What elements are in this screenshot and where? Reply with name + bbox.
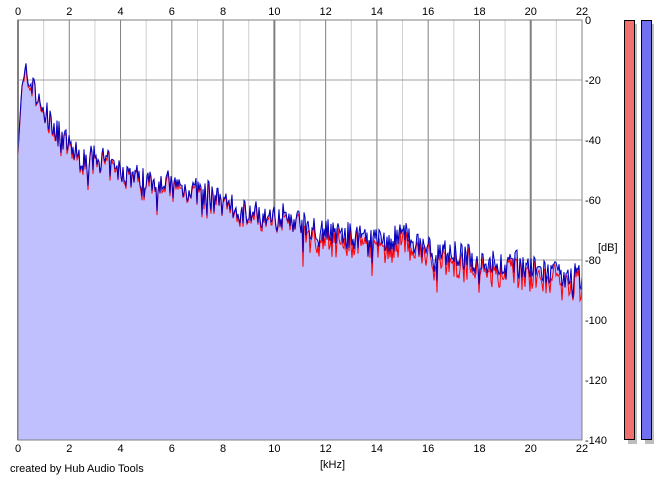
y-tick-label: 0 — [585, 15, 591, 27]
right-channel-trace — [17, 63, 583, 299]
left-channel-meter — [624, 20, 635, 440]
plot-frame — [17, 19, 583, 441]
y-tick-label: -40 — [585, 135, 601, 147]
x-tick-label-bottom: 8 — [220, 443, 226, 455]
y-tick-label: -140 — [585, 435, 607, 447]
x-tick-label-top: 12 — [320, 6, 332, 18]
y-axis-unit-label: [dB] — [598, 242, 618, 254]
x-tick-label-top: 8 — [220, 6, 226, 18]
x-tick-label-top: 20 — [525, 6, 537, 18]
x-tick-label-bottom: 16 — [422, 443, 434, 455]
right-channel-meter — [641, 20, 652, 440]
x-axis-bottom-ticks: 0 2 4 6 8 10 12 14 16 18 20 22 — [15, 443, 588, 455]
y-tick-label: -20 — [585, 75, 601, 87]
y-axis-ticks: 0 -20 -40 -60 -80 -100 -120 -140 — [585, 15, 607, 447]
x-tick-label-bottom: 14 — [371, 443, 383, 455]
x-tick-label-bottom: 4 — [117, 443, 123, 455]
y-tick-label: -100 — [585, 315, 607, 327]
x-tick-label-top: 2 — [66, 6, 72, 18]
x-tick-label-top: 10 — [268, 6, 280, 18]
x-tick-label-bottom: 6 — [169, 443, 175, 455]
spectrum-fill-area — [18, 63, 582, 441]
x-tick-label-top: 18 — [473, 6, 485, 18]
x-tick-label-bottom: 20 — [525, 443, 537, 455]
x-tick-label-top: 4 — [117, 6, 123, 18]
y-tick-label: -60 — [585, 195, 601, 207]
x-tick-label-bottom: 12 — [320, 443, 332, 455]
x-tick-label-top: 22 — [576, 6, 588, 18]
x-tick-label-bottom: 18 — [473, 443, 485, 455]
x-axis-top-ticks: 0 2 4 6 8 10 12 14 16 18 20 22 — [15, 6, 588, 18]
x-tick-label-bottom: 2 — [66, 443, 72, 455]
x-tick-label-top: 16 — [422, 6, 434, 18]
credit-text: created by Hub Audio Tools — [10, 463, 144, 475]
y-tick-label: -120 — [585, 375, 607, 387]
x-tick-label-top: 0 — [15, 6, 21, 18]
x-tick-label-top: 14 — [371, 6, 383, 18]
x-tick-label-bottom: 0 — [15, 443, 21, 455]
x-tick-label-bottom: 10 — [268, 443, 280, 455]
y-tick-label: -80 — [585, 255, 601, 267]
x-tick-label-top: 6 — [169, 6, 175, 18]
x-tick-label-bottom: 22 — [576, 443, 588, 455]
x-axis-unit-label: [kHz] — [320, 459, 345, 471]
